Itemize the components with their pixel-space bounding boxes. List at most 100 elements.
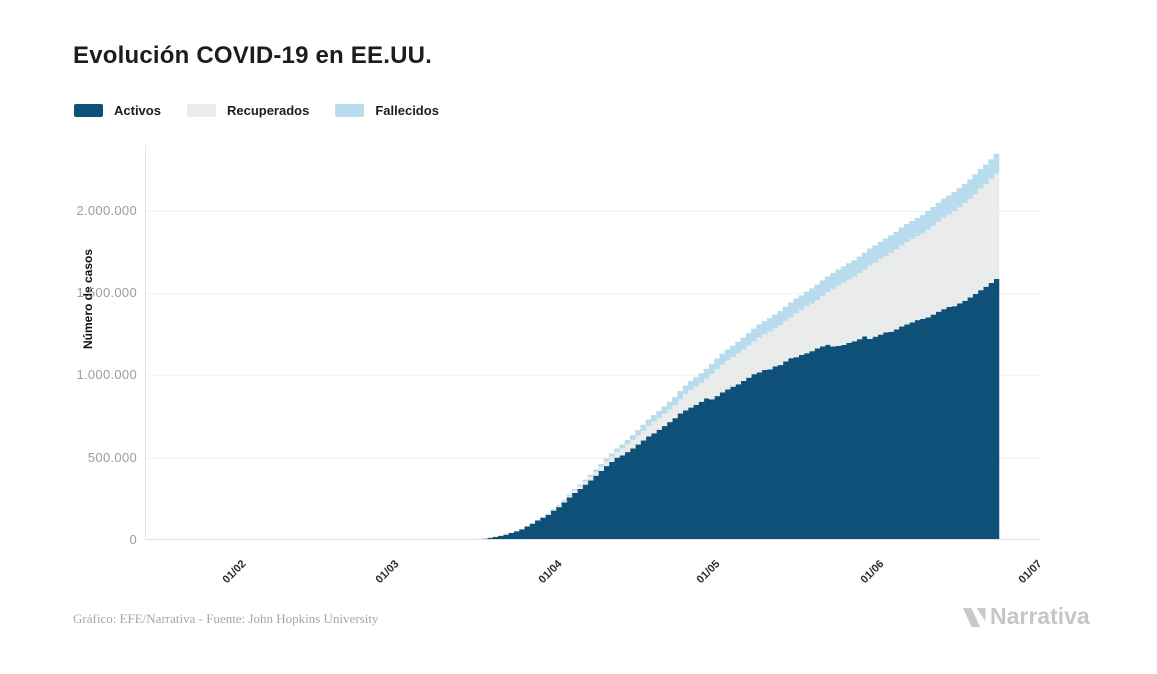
bar-segment — [914, 236, 921, 321]
bar-segment — [925, 229, 931, 318]
bar-segment — [961, 203, 968, 301]
bar-segment — [566, 494, 573, 496]
bar-segment — [672, 404, 678, 419]
bar-segment — [893, 249, 900, 330]
bar-segment — [961, 300, 968, 539]
bar-segment — [719, 353, 726, 365]
bar-segment — [577, 484, 583, 487]
bar-segment — [577, 488, 583, 539]
bar-segment — [582, 479, 589, 482]
bar-segment — [909, 220, 915, 240]
bar-segment — [556, 505, 562, 508]
bar-segment — [946, 306, 952, 539]
bar-segment — [972, 293, 979, 539]
bar-segment — [819, 280, 826, 296]
bar-segment — [845, 342, 852, 539]
bar-segment — [719, 392, 726, 539]
bar-segment — [861, 336, 868, 539]
bar-segment — [898, 227, 905, 246]
bar-segment — [919, 233, 926, 319]
bar-segment — [519, 529, 525, 539]
bar-segment — [677, 399, 684, 414]
stacked-bar-chart — [145, 145, 1041, 540]
bar-segment — [993, 153, 1000, 174]
bar-segment — [603, 466, 610, 539]
y-tick-label: 2.000.000 — [76, 202, 137, 218]
bar-segment — [582, 484, 589, 539]
bar-segment — [856, 256, 863, 274]
bar-segment — [840, 344, 847, 539]
bar-segment — [766, 318, 773, 332]
bar-segment — [835, 345, 842, 539]
bar-segment — [714, 369, 720, 397]
bar-segment — [861, 269, 868, 337]
legend-label-recuperados: Recuperados — [226, 103, 310, 118]
bar-segment — [940, 309, 947, 539]
bar-segment — [645, 419, 652, 426]
x-tick-label: 01/03 — [373, 558, 402, 586]
source-credit: Gráfico: EFE/Narrativa - Fuente: John Ho… — [73, 611, 379, 626]
x-tick-label: 01/02 — [220, 558, 249, 586]
bar-segment — [608, 453, 615, 457]
bar-segment — [598, 466, 604, 471]
bar-segment — [593, 475, 599, 539]
bar-segment — [972, 194, 979, 294]
bar-segment — [666, 422, 673, 539]
bar-segment — [793, 313, 799, 358]
bar-segment — [656, 429, 662, 539]
bar-segment — [561, 500, 568, 503]
narrativa-logo-text: Narrativa — [990, 603, 1090, 629]
bar-segment — [903, 242, 910, 325]
bar-segment — [788, 302, 794, 317]
bar-segment — [582, 481, 589, 485]
bar-segment — [550, 510, 557, 539]
bar-segment — [888, 331, 894, 539]
bar-segment — [730, 386, 736, 539]
legend-item-activos: Activos — [74, 103, 161, 118]
bar-segment — [640, 424, 647, 431]
x-tick-label: 01/07 — [1016, 558, 1045, 586]
bar-segment — [566, 495, 573, 498]
series-recuperados — [482, 173, 1000, 539]
bar-segment — [772, 314, 778, 329]
bar-segment — [814, 299, 821, 349]
bar-segment — [803, 353, 810, 539]
bar-segment — [751, 328, 757, 342]
bar-segment — [698, 401, 705, 539]
bar-segment — [903, 223, 910, 243]
bar-segment — [930, 225, 937, 315]
bar-segment — [629, 435, 636, 440]
legend-label-fallecidos: Fallecidos — [375, 103, 439, 118]
bar-segment — [830, 272, 836, 289]
bar-segment — [777, 325, 784, 366]
bar-segment — [856, 273, 863, 340]
bar-segment — [940, 198, 947, 218]
bar-segment — [629, 448, 636, 539]
bar-segment — [961, 183, 968, 204]
legend-swatch-recuperados — [186, 104, 216, 117]
bar-segment — [714, 358, 720, 370]
bar-segment — [909, 239, 915, 323]
bar-segment — [751, 374, 757, 539]
legend-item-recuperados: Recuperados — [186, 103, 310, 118]
bar-segment — [666, 409, 673, 423]
narrativa-logo: Narrativa — [962, 603, 1090, 630]
x-tick-label: 01/04 — [536, 558, 565, 586]
bar-segment — [603, 461, 610, 467]
bar-segment — [988, 179, 995, 283]
bar-segment — [845, 279, 852, 343]
bar-segment — [545, 514, 552, 539]
bar-segment — [888, 235, 894, 253]
bar-segment — [556, 507, 562, 539]
bar-segment — [867, 338, 873, 539]
bar-segment — [614, 457, 620, 539]
bar-segment — [872, 336, 879, 539]
bar-segment — [824, 344, 831, 539]
bar-segment — [777, 311, 784, 325]
bar-segment — [830, 288, 836, 347]
bar-segment — [650, 433, 657, 539]
bar-segment — [946, 214, 952, 307]
bar-segment — [809, 351, 815, 539]
bar-segment — [809, 288, 815, 304]
bar-segment — [914, 320, 921, 539]
